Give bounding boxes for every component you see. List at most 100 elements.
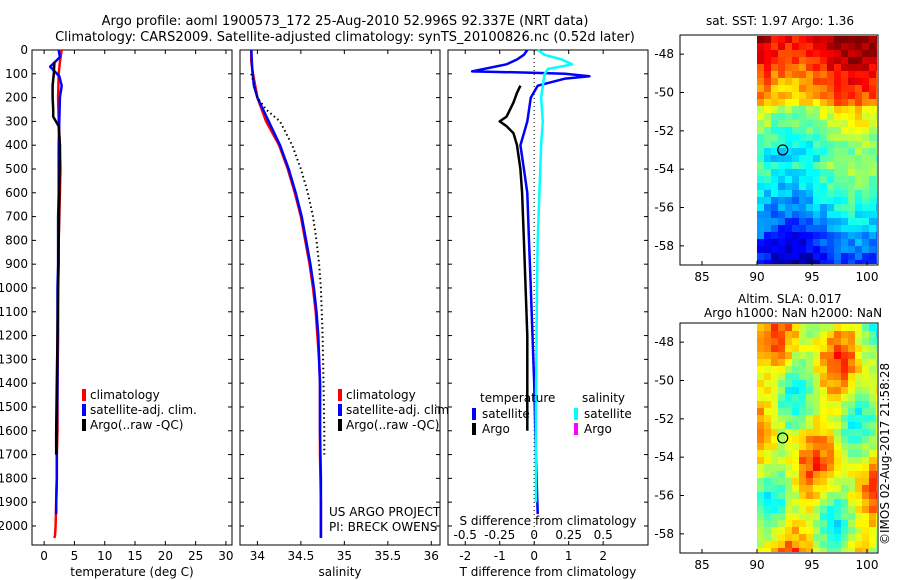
map-cell [806,190,813,197]
map-cell [827,429,834,436]
map-cell [827,331,834,338]
map-cell [764,506,771,513]
map-cell [848,197,855,204]
map-cell [771,113,778,120]
map-cell [841,148,848,155]
map-cell [757,422,764,429]
map-cell [827,450,834,457]
map-cell [841,155,848,162]
map-cell [855,499,862,506]
legend-heading-salinity: salinity [582,391,625,405]
map-cell [792,324,799,331]
map-cell [869,43,876,50]
map-cell [862,239,869,246]
map-cell [771,176,778,183]
map-cell [848,218,855,225]
map-cell [771,127,778,134]
map-x-tick-label: 85 [694,270,709,284]
map-cell [841,513,848,520]
map-cell [785,534,792,541]
map-cell [764,415,771,422]
map-cell [862,541,869,548]
map-cell [806,394,813,401]
map-cell [799,485,806,492]
top-tick-label: 0.5 [594,528,613,542]
x-tick-label: 0 [40,549,48,563]
map-cell [757,429,764,436]
map-cell [764,338,771,345]
map-cell [764,50,771,57]
map-cell [799,520,806,527]
map-cell [778,134,785,141]
map-cell [862,64,869,71]
map-cell [869,57,876,64]
map-cell [841,190,848,197]
map-cell [869,534,876,541]
map-cell [813,190,820,197]
map-cell [806,527,813,534]
map-cell [813,520,820,527]
x-axis-label: salinity [318,565,361,579]
map-cell [841,204,848,211]
map-cell [862,85,869,92]
map-cell [806,436,813,443]
map-cell [834,513,841,520]
map-cell [806,92,813,99]
map-cell [869,457,876,464]
map-cell [806,366,813,373]
map-cell [813,253,820,260]
map-cell [869,401,876,408]
map-cell [820,169,827,176]
map-cell [876,464,877,471]
map-cell [855,239,862,246]
map-cell [855,99,862,106]
map-cell [799,134,806,141]
y-tick-label: 2000 [0,519,28,533]
map-cell [820,324,827,331]
map-cell [848,373,855,380]
map-cell [785,71,792,78]
map-cell [778,162,785,169]
map-cell [855,338,862,345]
map-cell [862,506,869,513]
map-cell [792,92,799,99]
map-cell [876,338,877,345]
map-cell [771,36,778,43]
map-cell [799,324,806,331]
map-cell [848,380,855,387]
map-cell [848,106,855,113]
map-cell [771,57,778,64]
map-cell [876,106,877,113]
map-cell [771,534,778,541]
map-cell [820,338,827,345]
map-cell [841,373,848,380]
map-cell [813,506,820,513]
y-tick-label: 0 [20,43,28,57]
map-cell [862,127,869,134]
map-cell [799,499,806,506]
map-cell [862,141,869,148]
map-cell [764,408,771,415]
map-cell [792,443,799,450]
map-cell [820,373,827,380]
map-cell [869,548,876,552]
map-cell [785,99,792,106]
map-cell [806,457,813,464]
map-cell [799,443,806,450]
map-cell [834,204,841,211]
map-cell [792,239,799,246]
map-cell [841,141,848,148]
map-cell [841,78,848,85]
map-cell [848,141,855,148]
map-cell [806,197,813,204]
map-cell [841,106,848,113]
map-x-tick-label: 90 [749,558,764,572]
map-cell [820,57,827,64]
map-cell [869,99,876,106]
map-cell [820,534,827,541]
map-cell [813,85,820,92]
legend-swatch [574,408,578,420]
map-cell [820,218,827,225]
map-cell [827,394,834,401]
map-cell [869,436,876,443]
